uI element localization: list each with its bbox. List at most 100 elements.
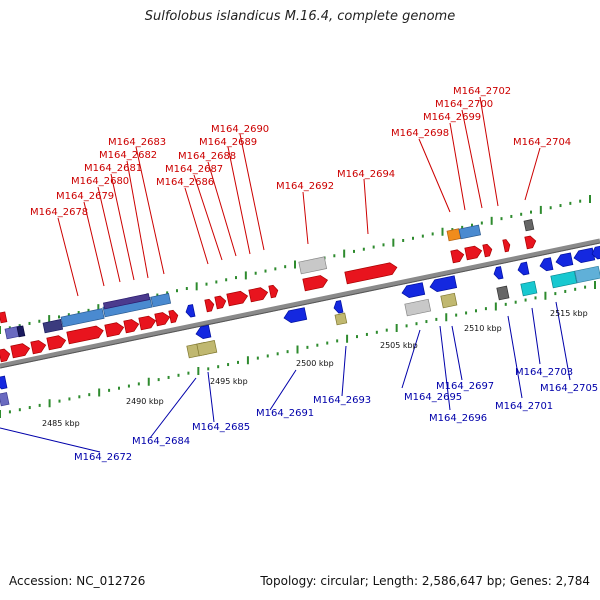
gene-labels: M164_2678 M164_2679 M164_2680 M164_2681 M164… [30, 86, 598, 463]
forward-gene [482, 243, 493, 258]
forward-gene-label: M164_2682 [99, 150, 157, 161]
reverse-gene [493, 266, 504, 280]
kbp-label: 2510 kbp [464, 324, 502, 333]
reverse-gene-label: M164_2705 [540, 383, 598, 394]
kbp-label: 2490 kbp [126, 397, 164, 406]
leader-line [149, 377, 197, 439]
forward-gene [464, 245, 483, 261]
leader-line [193, 174, 223, 261]
gene-region [523, 219, 535, 232]
forward-gene [138, 315, 157, 331]
forward-gene [168, 309, 179, 324]
reverse-gene [573, 247, 596, 264]
kbp-label: 2495 kbp [210, 377, 248, 386]
gene-region [196, 340, 218, 357]
leader-line [555, 301, 571, 381]
leader-line [269, 369, 297, 411]
reverse-gene [517, 261, 530, 276]
forward-gene-label: M164_2679 [56, 191, 114, 202]
gene-region [0, 392, 10, 407]
leader-line [363, 178, 369, 235]
reverse-gene [539, 257, 554, 272]
reverse-gene-label: M164_2691 [256, 408, 314, 419]
forward-gene [104, 322, 125, 338]
leader-line [135, 146, 165, 275]
reverse-gene-label: M164_2684 [132, 436, 190, 447]
leader-line [401, 329, 421, 389]
forward-gene [204, 298, 215, 313]
leader-line [302, 191, 309, 245]
forward-gene-label: M164_2686 [156, 177, 214, 188]
gene-region [150, 293, 172, 308]
reverse-gene-label: M164_2695 [404, 392, 462, 403]
forward-gene-label: M164_2680 [71, 176, 129, 187]
forward-gene [123, 319, 140, 334]
reverse-gene [333, 300, 344, 314]
reverse-gene [555, 252, 574, 268]
leader-line [83, 201, 105, 287]
forward-gene-label: M164_2699 [423, 112, 481, 123]
reverse-gene-label: M164_2685 [192, 422, 250, 433]
forward-gene-label: M164_2681 [84, 163, 142, 174]
forward-gene [524, 235, 537, 250]
forward-gene-label: M164_2683 [108, 137, 166, 148]
leader-line [239, 133, 265, 251]
leader-line [341, 345, 347, 397]
reverse-gene [185, 304, 196, 318]
kbp-label: 2500 kbp [296, 359, 334, 368]
forward-gene [46, 335, 67, 351]
reverse-gene-label: M164_2701 [495, 401, 553, 412]
reverse-gene-label: M164_2672 [74, 452, 132, 463]
gene-region [334, 312, 348, 326]
gene-region [298, 256, 328, 275]
reverse-gene [283, 307, 308, 324]
reverse-gene [401, 282, 426, 299]
gene-region [520, 280, 538, 297]
forward-gene-label: M164_2690 [211, 124, 269, 135]
leader-line [449, 122, 466, 211]
leader-line [418, 138, 451, 213]
forward-gene [214, 295, 227, 310]
leader-line [207, 371, 215, 423]
gene-region [16, 325, 26, 338]
forward-gene-label: M164_2692 [276, 181, 334, 192]
gene-region [550, 270, 578, 289]
gene-region [458, 224, 482, 240]
forward-gene-label: M164_2687 [165, 164, 223, 175]
gene-region [496, 285, 510, 301]
leader-line [531, 307, 541, 365]
forward-gene [0, 348, 11, 363]
forward-gene [30, 340, 47, 355]
leader-line [227, 146, 251, 255]
forward-gene [450, 249, 465, 264]
gene-region [574, 265, 600, 284]
genome-backbone [0, 238, 600, 369]
reverse-gene [195, 324, 212, 340]
gene-region [446, 228, 462, 242]
forward-gene-label: M164_2702 [453, 86, 511, 97]
gene-region [440, 292, 458, 309]
leader-line [451, 325, 463, 381]
gene-region [404, 298, 432, 317]
genome-summary: Topology: circular; Length: 2,586,647 bp… [260, 574, 590, 588]
forward-gene-label: M164_2689 [199, 137, 257, 148]
reverse-gene-label: M164_2693 [313, 395, 371, 406]
reverse-gene [0, 375, 8, 390]
forward-gene [154, 312, 171, 327]
gene-region [42, 319, 64, 334]
forward-gene [344, 262, 398, 285]
kbp-label: 2505 kbp [380, 341, 418, 350]
gene-region [60, 308, 105, 328]
map-title: Sulfolobus islandicus M.16.4, complete g… [144, 9, 456, 24]
forward-gene [302, 275, 328, 292]
leader-line [184, 187, 209, 265]
leader-line [461, 109, 483, 209]
forward-gene-label: M164_2694 [337, 169, 395, 180]
kbp-label: 2485 kbp [42, 419, 80, 428]
leader-line [0, 427, 101, 453]
leader-line [126, 160, 149, 279]
kbp-label: 2515 kbp [550, 309, 588, 318]
forward-gene-label: M164_2688 [178, 151, 236, 162]
gene-features [0, 219, 600, 407]
